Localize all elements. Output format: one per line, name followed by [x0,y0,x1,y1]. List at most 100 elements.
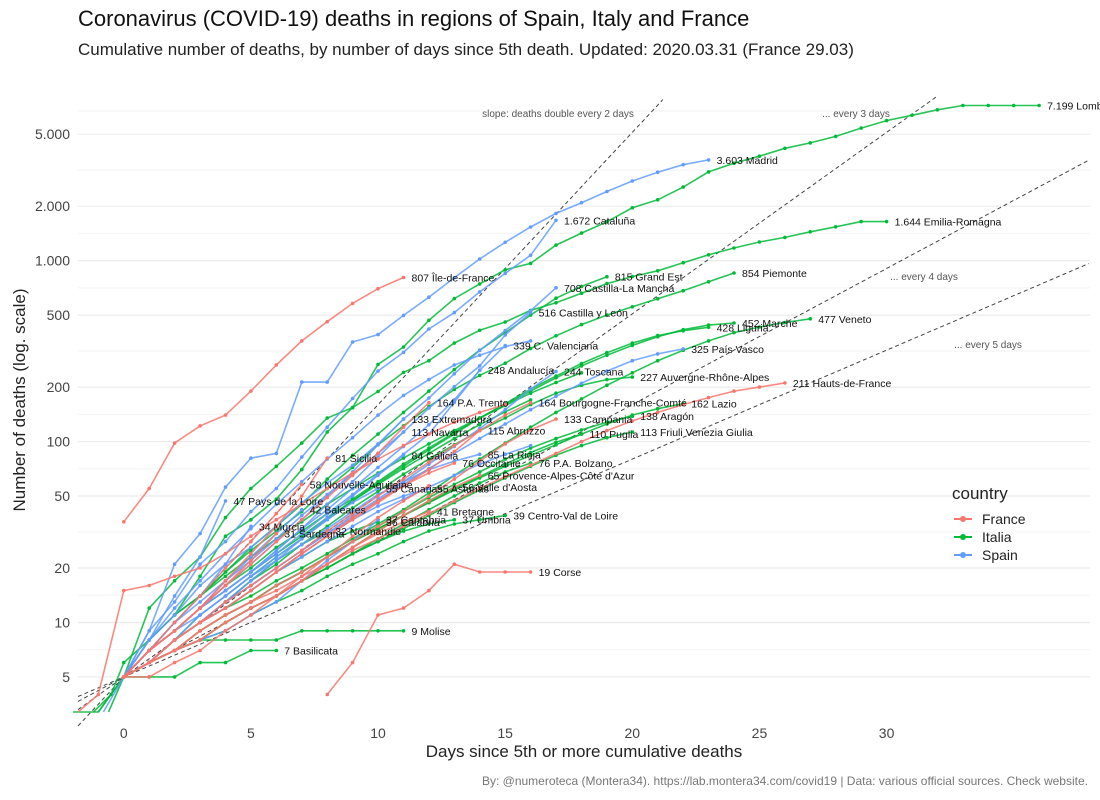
data-point [350,551,355,556]
series-label: 37 Cantabria [386,515,446,527]
data-point [503,240,508,245]
data-point [554,410,558,415]
data-point [376,537,380,541]
data-point [401,430,406,434]
data-point [376,332,380,337]
data-point [528,398,533,402]
data-point [300,537,304,541]
legend-label-spain: Spain [982,547,1018,563]
data-point [274,539,279,544]
data-point [325,456,330,460]
data-point [376,539,380,544]
data-point [249,570,253,574]
data-point [350,548,355,553]
data-point [452,517,457,522]
series-label: 76 Occitanie [462,458,521,470]
data-point [477,348,482,353]
data-point [452,477,457,481]
series-label: 42 Baleares [310,505,366,517]
data-point [452,367,457,372]
data-point [681,185,685,189]
data-point [198,566,202,570]
data-point [325,551,330,556]
series-label: 3.603 Madrid [717,155,778,167]
data-point [452,461,457,465]
series-label: 452 Marche [742,318,798,330]
data-point [198,638,202,642]
data-point [554,380,558,385]
data-point [325,502,330,507]
data-point [452,363,457,367]
data-point [808,141,813,145]
data-point [325,529,330,533]
data-point [783,381,787,385]
data-point [503,474,508,479]
series-label: 115 Abruzzo [488,426,546,438]
data-point [503,333,508,337]
data-point [630,305,635,309]
data-point [732,330,736,335]
data-point [401,417,406,421]
data-point [198,424,202,428]
data-point [198,620,202,625]
data-point [401,477,406,481]
data-point [554,374,558,378]
data-point [554,301,558,305]
data-point [300,566,304,570]
data-point [223,539,228,544]
data-point [122,588,126,593]
series-label: 428 Liguria [717,322,769,334]
data-point [325,555,330,559]
data-point [503,320,508,324]
data-point [401,393,406,398]
data-point [325,511,330,516]
data-point [300,467,304,472]
y-tick-label: 5 [62,669,70,685]
series-label: 56 Valle d'Aosta [462,482,537,494]
y-tick-label: 10 [54,614,70,630]
data-point [249,526,253,531]
data-point [274,511,279,516]
data-point [452,499,457,503]
data-point [401,479,406,484]
chart-title: Coronavirus (COVID-19) deaths in regions… [78,6,750,31]
data-point [452,428,457,433]
data-point [274,551,279,556]
data-point [376,504,380,508]
data-point [961,103,965,108]
series-label: 31 Sardegna [284,529,344,541]
data-point [376,551,380,556]
data-point [630,419,635,423]
data-point [350,471,355,475]
data-point [732,246,736,250]
data-point [300,555,304,559]
data-point [503,470,508,474]
data-point [274,583,279,588]
y-tick-label: 200 [47,379,71,395]
data-point [884,118,889,123]
series-label: 19 Corse [539,567,582,579]
data-point [274,588,279,593]
data-point [655,170,660,174]
x-tick-label: 30 [879,725,895,741]
data-point [503,457,508,461]
data-point [477,364,482,368]
data-point [655,410,660,415]
data-point [477,368,482,373]
data-point [503,442,508,446]
data-point [605,281,609,286]
data-point [477,353,482,358]
data-point [376,629,380,633]
series-label: 138 Aragón [640,411,694,423]
data-point [630,341,635,345]
data-point [401,629,406,633]
series-label: 58 Nouvelle-Aquitaine [310,479,413,491]
data-point [732,161,736,165]
data-point [452,482,457,487]
data-point [732,389,736,393]
series-label: 55 Canarias [386,484,443,496]
data-point [452,372,457,376]
data-point [401,539,406,544]
data-point [528,391,533,396]
data-point [401,529,406,533]
